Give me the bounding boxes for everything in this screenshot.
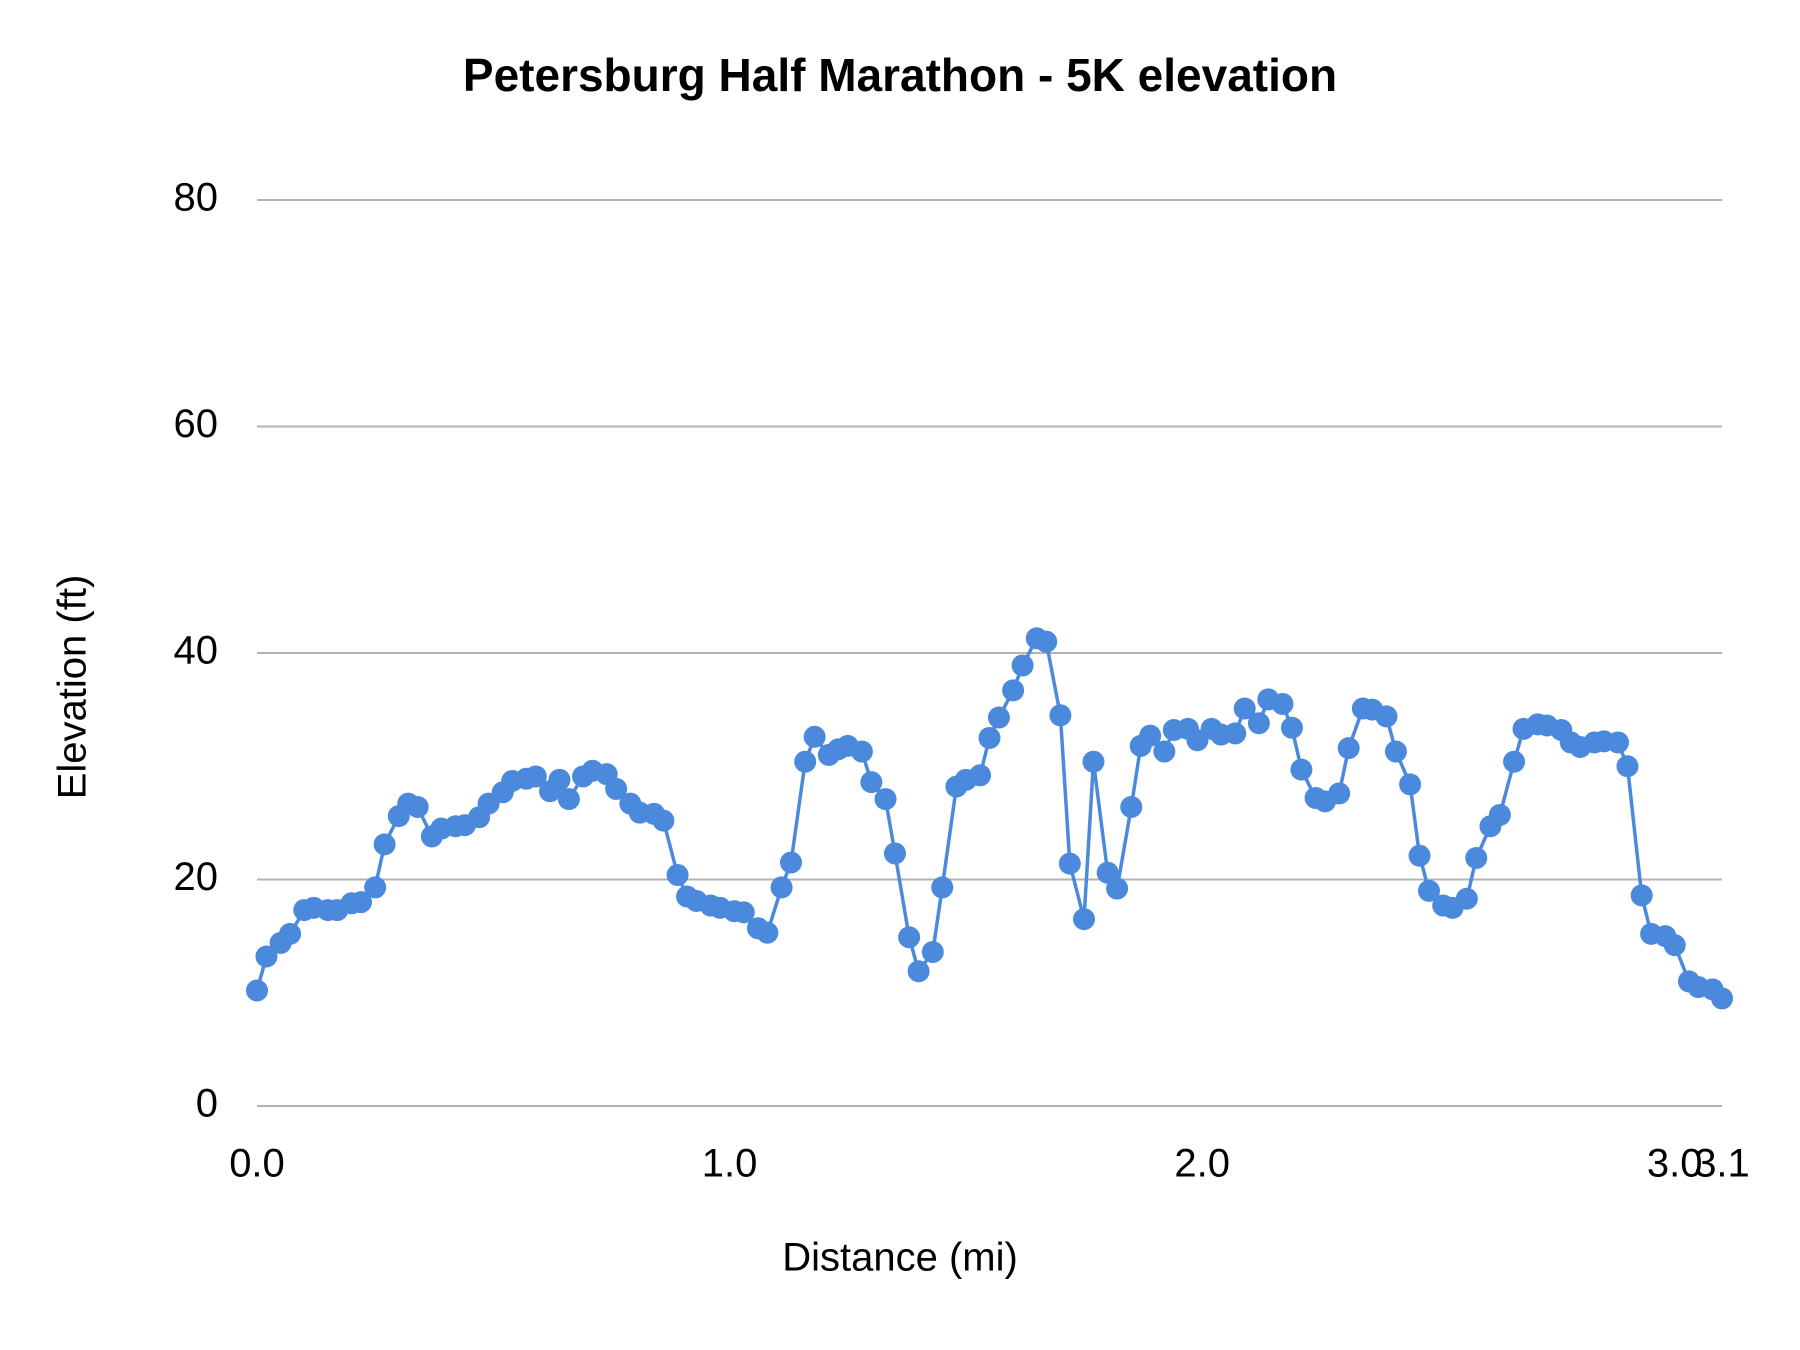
data-point: [524, 765, 547, 788]
y-axis-title: Elevation (ft): [51, 575, 95, 800]
data-point: [1408, 844, 1431, 867]
data-point: [1233, 697, 1256, 720]
data-point: [1399, 773, 1422, 796]
data-point: [1073, 908, 1096, 931]
data-point: [1096, 861, 1119, 884]
y-tick-label: 0: [196, 1082, 218, 1126]
data-point: [1139, 724, 1162, 747]
data-point: [1328, 782, 1351, 805]
data-point: [1002, 679, 1025, 702]
data-point: [860, 771, 883, 794]
data-point: [883, 842, 906, 865]
y-tick-label: 80: [174, 176, 219, 220]
y-tick-label: 20: [174, 855, 219, 899]
data-point: [605, 777, 628, 800]
data-point: [1607, 731, 1630, 754]
data-point: [1375, 705, 1398, 728]
data-point: [1290, 758, 1313, 781]
data-point: [1280, 716, 1303, 739]
data-point: [349, 891, 372, 914]
data-point: [978, 726, 1001, 749]
data-point: [1616, 755, 1639, 778]
data-point: [780, 851, 803, 874]
data-point: [557, 788, 580, 811]
data-point: [1503, 750, 1526, 773]
data-point: [364, 876, 387, 899]
data-point: [548, 768, 571, 791]
data-point: [969, 764, 992, 787]
data-point: [921, 940, 944, 963]
data-point: [1384, 740, 1407, 763]
data-point: [898, 926, 921, 949]
x-tick-label: 0.0: [229, 1142, 285, 1186]
data-point: [1465, 846, 1488, 869]
data-point: [770, 876, 793, 899]
data-point: [874, 788, 897, 811]
x-axis-title: Distance (mi): [782, 1236, 1018, 1280]
data-point: [756, 921, 779, 944]
data-point: [279, 922, 302, 945]
data-point: [732, 901, 755, 924]
data-point: [1418, 879, 1440, 902]
data-point: [1011, 654, 1034, 677]
data-point: [255, 945, 278, 968]
data-point: [1271, 692, 1294, 715]
data-point: [1049, 704, 1072, 727]
data-point: [931, 876, 954, 899]
data-point: [1106, 877, 1129, 900]
data-point: [1082, 750, 1105, 773]
data-point: [652, 809, 675, 832]
x-tick-label: 1.0: [702, 1142, 758, 1186]
data-point: [1224, 722, 1247, 745]
data-point: [1488, 803, 1511, 826]
chart-title: Petersburg Half Marathon - 5K elevation: [463, 49, 1337, 101]
data-point: [1153, 740, 1176, 763]
data-point: [373, 833, 396, 856]
x-tick-label: 3.0: [1647, 1142, 1703, 1186]
data-point: [1337, 737, 1360, 760]
data-point: [1455, 887, 1478, 910]
data-point: [794, 750, 817, 773]
data-point: [1663, 934, 1686, 957]
data-point: [1120, 796, 1143, 819]
x-tick-label: 2.0: [1174, 1142, 1230, 1186]
data-point: [1247, 712, 1270, 735]
y-tick-label: 60: [174, 402, 219, 446]
data-point: [1711, 987, 1733, 1010]
data-point: [666, 863, 689, 886]
data-point: [1058, 852, 1081, 875]
data-point: [987, 706, 1010, 729]
data-point: [850, 740, 873, 763]
data-point: [246, 979, 268, 1002]
data-point: [1035, 630, 1058, 653]
x-tick-label: 3.1: [1694, 1142, 1750, 1186]
data-point: [406, 796, 429, 819]
data-point: [803, 725, 826, 748]
data-point: [1630, 884, 1653, 907]
y-tick-label: 40: [174, 629, 219, 673]
data-point: [907, 960, 930, 983]
